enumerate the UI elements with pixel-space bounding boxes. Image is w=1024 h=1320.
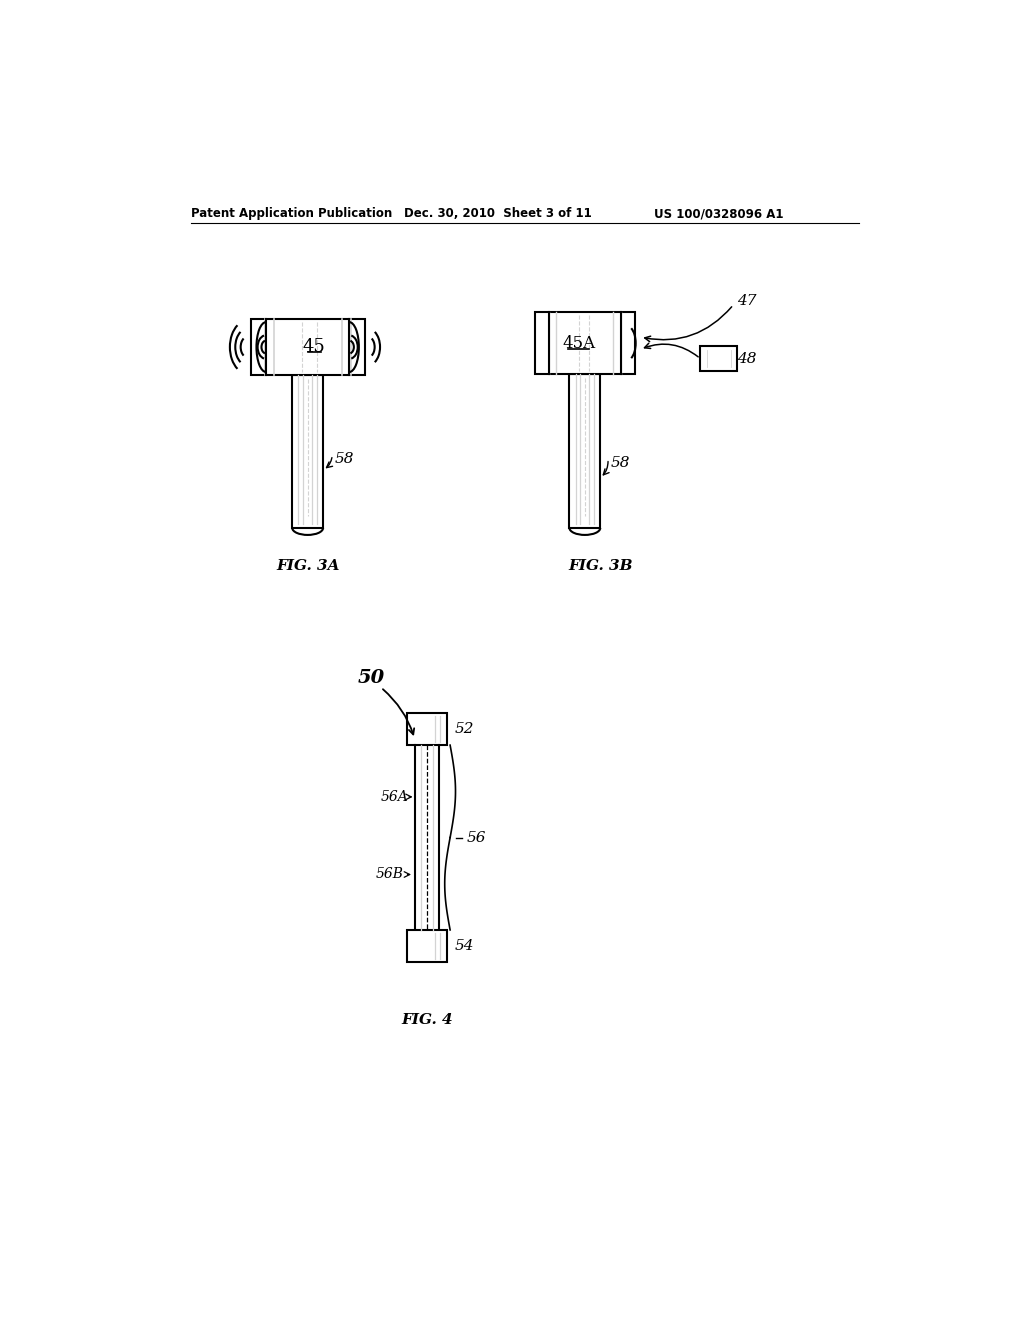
Text: 45A: 45A — [562, 335, 595, 351]
Text: 47: 47 — [737, 294, 757, 308]
Text: FIG. 4: FIG. 4 — [401, 1012, 453, 1027]
Bar — [407, 713, 447, 744]
Text: 48: 48 — [737, 351, 757, 366]
Text: 58: 58 — [610, 455, 630, 470]
Text: 50: 50 — [357, 669, 385, 688]
Bar — [251, 319, 365, 375]
Text: 58: 58 — [335, 451, 354, 466]
Bar — [569, 374, 600, 528]
Text: 45: 45 — [302, 338, 326, 356]
Bar — [407, 929, 447, 962]
Text: 56B: 56B — [376, 867, 403, 882]
Text: 56A: 56A — [381, 789, 409, 804]
Text: Patent Application Publication: Patent Application Publication — [190, 207, 392, 220]
Bar — [535, 313, 635, 374]
Text: 54: 54 — [455, 939, 474, 953]
Text: FIG. 3A: FIG. 3A — [275, 560, 339, 573]
Text: US 100/0328096 A1: US 100/0328096 A1 — [654, 207, 783, 220]
Text: FIG. 3B: FIG. 3B — [568, 560, 633, 573]
Bar — [700, 346, 737, 371]
Bar — [292, 375, 323, 528]
Text: 52: 52 — [455, 722, 474, 737]
Text: 56: 56 — [467, 830, 486, 845]
Text: Dec. 30, 2010  Sheet 3 of 11: Dec. 30, 2010 Sheet 3 of 11 — [403, 207, 592, 220]
